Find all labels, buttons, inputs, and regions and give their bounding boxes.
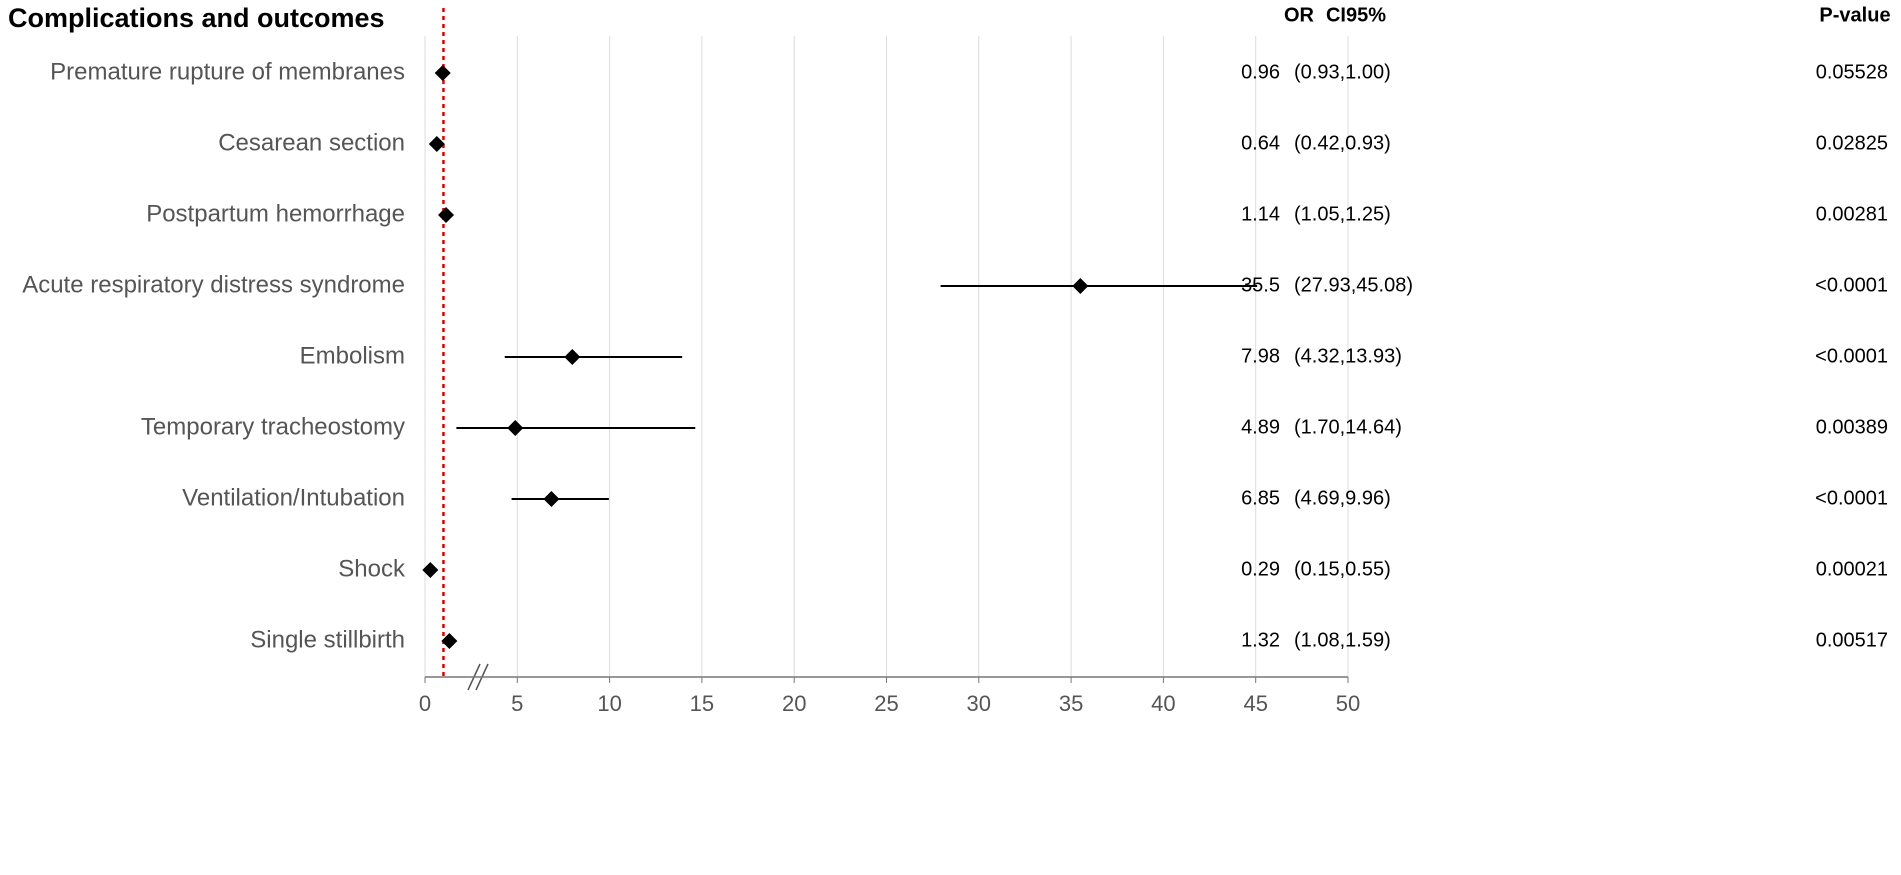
x-tick-label: 10 — [597, 691, 621, 716]
or-value: 4.89 — [1241, 416, 1280, 438]
row-label: Embolism — [300, 342, 405, 369]
ci-label: (0.93,1.00) — [1294, 61, 1391, 83]
x-tick-label: 35 — [1059, 691, 1083, 716]
x-tick-label: 50 — [1336, 691, 1360, 716]
x-tick-label: 40 — [1151, 691, 1175, 716]
or-value: 1.32 — [1241, 629, 1280, 651]
p-value: 0.05528 — [1816, 61, 1888, 83]
estimate-diamond — [441, 633, 458, 649]
p-value: 0.02825 — [1816, 132, 1888, 154]
estimate-diamond — [564, 349, 581, 365]
row-label: Single stillbirth — [250, 626, 405, 653]
row-label: Acute respiratory distress syndrome — [22, 271, 405, 298]
or-value: 0.96 — [1241, 61, 1280, 83]
x-tick-label: 0 — [419, 691, 431, 716]
or-value: 6.85 — [1241, 487, 1280, 509]
ci-label: (1.08,1.59) — [1294, 629, 1391, 651]
estimate-diamond — [422, 562, 439, 578]
row-label: Ventilation/Intubation — [182, 484, 405, 511]
p-value: <0.0001 — [1815, 345, 1888, 367]
or-value: 7.98 — [1241, 345, 1280, 367]
p-value: 0.00281 — [1816, 203, 1888, 225]
x-tick-label: 30 — [967, 691, 991, 716]
ci-label: (1.70,14.64) — [1294, 416, 1402, 438]
or-value: 35.5 — [1241, 274, 1280, 296]
p-value: 0.00517 — [1816, 629, 1888, 651]
estimate-diamond — [543, 491, 560, 507]
p-value: <0.0001 — [1815, 274, 1888, 296]
estimate-diamond — [438, 207, 455, 223]
estimate-diamond — [1072, 278, 1089, 294]
x-tick-label: 20 — [782, 691, 806, 716]
row-label: Premature rupture of membranes — [50, 58, 405, 85]
estimate-diamond — [507, 420, 524, 436]
row-label: Shock — [338, 555, 406, 582]
row-label: Temporary tracheostomy — [141, 413, 405, 440]
column-header: OR — [1284, 4, 1315, 26]
x-tick-label: 45 — [1243, 691, 1267, 716]
ci-label: (27.93,45.08) — [1294, 274, 1413, 296]
ci-label: (0.42,0.93) — [1294, 132, 1391, 154]
column-header: CI95% — [1326, 4, 1386, 26]
x-tick-label: 25 — [874, 691, 898, 716]
p-value: 0.00021 — [1816, 558, 1888, 580]
p-value: 0.00389 — [1816, 416, 1888, 438]
or-value: 0.64 — [1241, 132, 1280, 154]
ci-label: (0.15,0.55) — [1294, 558, 1391, 580]
column-header: P-value — [1819, 4, 1890, 26]
or-value: 1.14 — [1241, 203, 1280, 225]
ci-label: (4.32,13.93) — [1294, 345, 1402, 367]
or-value: 0.29 — [1241, 558, 1280, 580]
p-value: <0.0001 — [1815, 487, 1888, 509]
ci-label: (4.69,9.96) — [1294, 487, 1391, 509]
row-label: Postpartum hemorrhage — [146, 200, 405, 227]
estimate-diamond — [428, 136, 445, 152]
x-tick-label: 15 — [690, 691, 714, 716]
row-label: Cesarean section — [218, 129, 405, 156]
x-tick-label: 5 — [511, 691, 523, 716]
chart-title: Complications and outcomes — [8, 3, 385, 33]
estimate-diamond — [434, 65, 451, 81]
ci-label: (1.05,1.25) — [1294, 203, 1391, 225]
